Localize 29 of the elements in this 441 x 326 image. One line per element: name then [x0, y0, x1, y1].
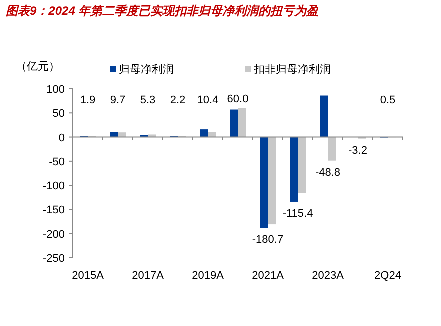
y-tick-label: 100 — [46, 84, 65, 96]
data-label: -115.4 — [282, 208, 314, 220]
data-label: 2.2 — [170, 94, 186, 106]
x-tick-label: 2017A — [132, 270, 165, 282]
data-label: -180.7 — [252, 234, 284, 246]
data-label: 9.7 — [110, 94, 126, 106]
x-tick-label: 2Q24 — [374, 270, 402, 282]
x-tick-label: 2023A — [312, 270, 345, 282]
data-label: 60.0 — [227, 93, 249, 106]
chart-title: 图表9：2024 年第二季度已实现扣非归母净利润的扭亏为盈 — [6, 4, 320, 18]
y-tick-label: 50 — [52, 108, 65, 120]
x-tick-label: 2021A — [252, 270, 285, 282]
x-tick-label: 2015A — [72, 270, 105, 282]
data-label: -48.8 — [315, 166, 341, 179]
legend-label: 归母净利润 — [119, 63, 174, 76]
y-tick-label: -150 — [42, 204, 65, 217]
legend-label: 扣非归母净利润 — [253, 63, 331, 76]
y-tick-label: -200 — [42, 228, 65, 241]
x-tick-label: 2019A — [192, 270, 225, 282]
data-label: 1.9 — [80, 94, 96, 106]
y-tick-label: -250 — [42, 253, 65, 265]
data-label: 10.4 — [197, 94, 219, 106]
y-tick-label: -50 — [49, 156, 65, 168]
data-label: 0.5 — [380, 94, 396, 106]
y-axis-title: （亿元） — [16, 61, 60, 73]
data-label: -3.2 — [348, 144, 368, 157]
y-tick-label: 0 — [58, 132, 65, 144]
y-tick-label: -100 — [42, 180, 65, 193]
data-label: 5.3 — [140, 94, 156, 106]
